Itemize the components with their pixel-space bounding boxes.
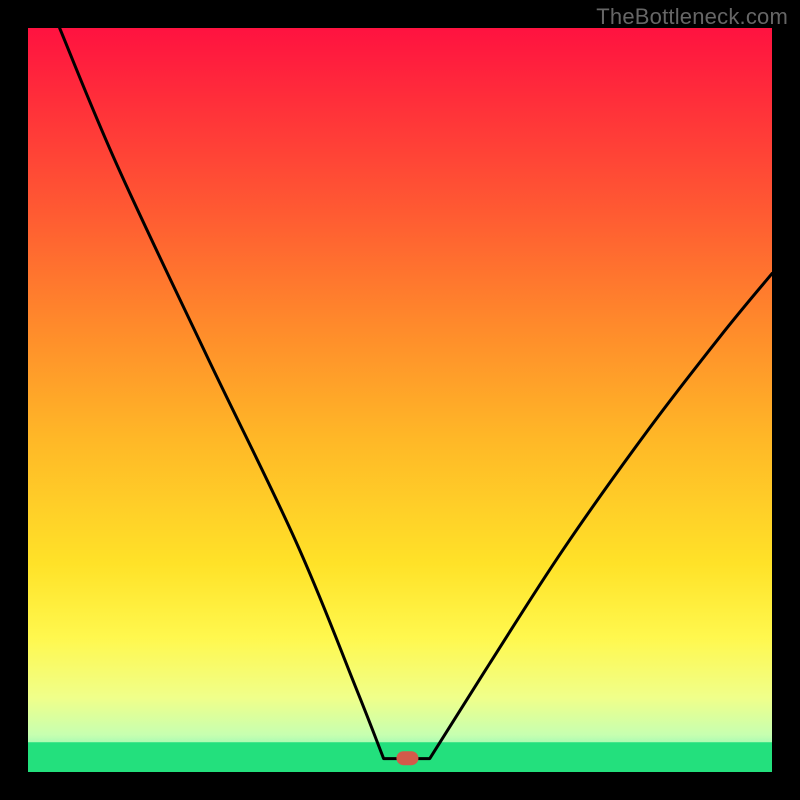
bottleneck-chart	[0, 0, 800, 800]
optimum-marker	[396, 751, 418, 765]
watermark-label: TheBottleneck.com	[596, 4, 788, 30]
plot-background	[28, 28, 772, 772]
